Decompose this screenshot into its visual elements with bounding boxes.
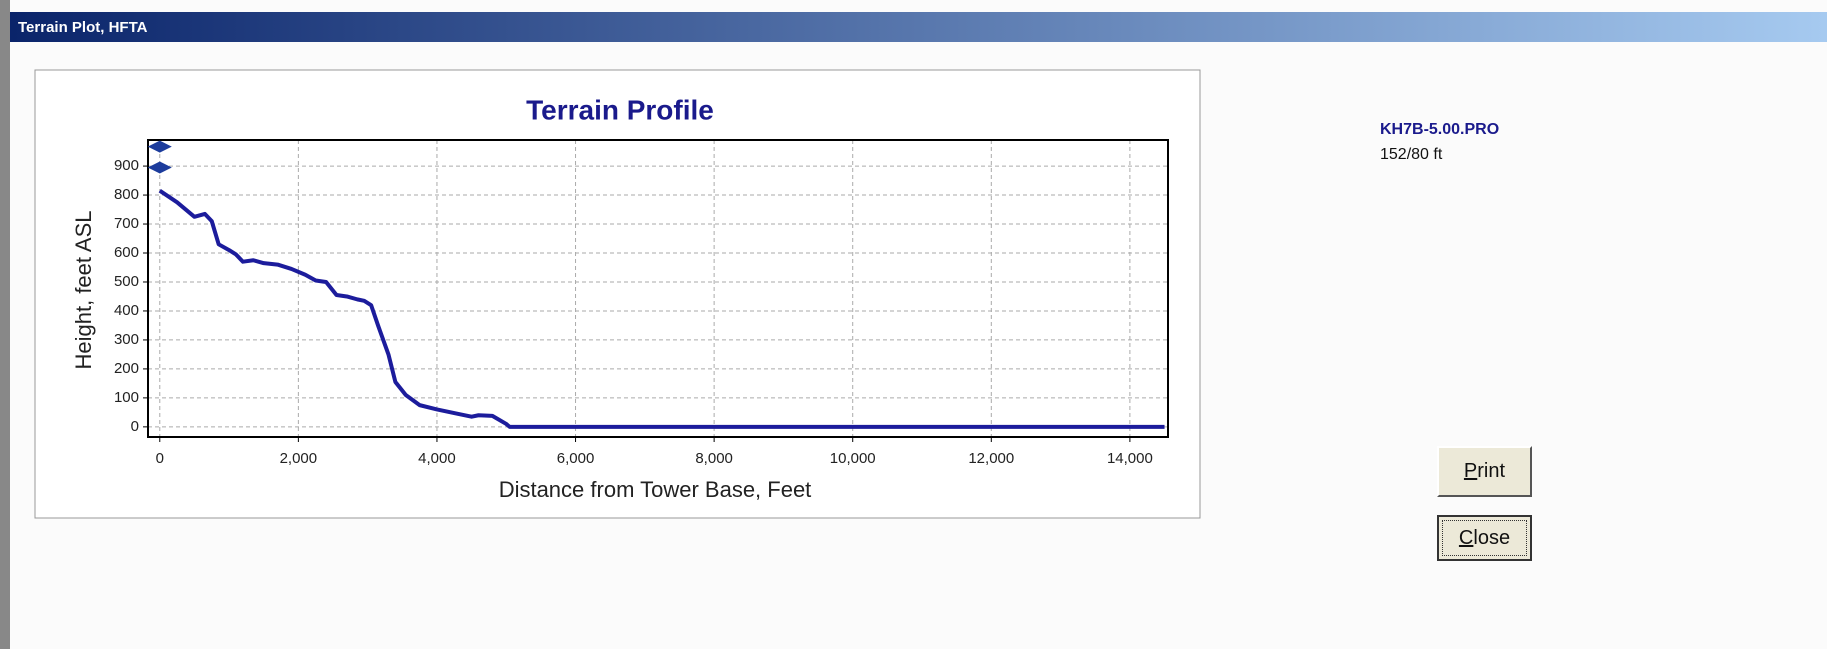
x-tick-label: 12,000 — [968, 450, 1014, 467]
y-tick-label: 400 — [114, 302, 139, 319]
title-bar — [10, 12, 1827, 42]
antenna-heights: 152/80 ft — [1380, 146, 1443, 163]
plot-frame — [147, 139, 1169, 438]
y-tick-label: 100 — [114, 389, 139, 406]
y-tick-label: 800 — [114, 186, 139, 203]
x-tick-label: 2,000 — [280, 450, 318, 467]
y-tick-label: 700 — [114, 215, 139, 232]
y-axis-label: Height, feet ASL — [71, 211, 96, 370]
window-border — [0, 0, 10, 649]
y-tick-label: 900 — [114, 157, 139, 174]
x-tick-label: 0 — [156, 450, 164, 467]
antenna-marker — [147, 161, 172, 174]
close-button[interactable]: Close — [1437, 515, 1532, 561]
y-tick-label: 0 — [131, 418, 139, 435]
file-name: KH7B-5.00.PRO — [1380, 121, 1499, 138]
y-tick-label: 200 — [114, 360, 139, 377]
x-tick-label: 14,000 — [1107, 450, 1153, 467]
print-button[interactable]: Print — [1437, 446, 1532, 497]
x-tick-label: 4,000 — [418, 450, 456, 467]
x-tick-label: 8,000 — [695, 450, 733, 467]
x-tick-label: 10,000 — [830, 450, 876, 467]
x-tick-label: 6,000 — [557, 450, 595, 467]
y-tick-label: 300 — [114, 331, 139, 348]
window-title: Terrain Plot, HFTA — [18, 19, 148, 36]
chart-panel — [34, 69, 1201, 519]
x-axis-label: Distance from Tower Base, Feet — [499, 477, 812, 502]
y-tick-label: 600 — [114, 244, 139, 261]
antenna-marker — [147, 140, 172, 153]
y-tick-label: 500 — [114, 273, 139, 290]
chart-title: Terrain Profile — [526, 94, 714, 125]
terrain-line — [158, 189, 1165, 429]
